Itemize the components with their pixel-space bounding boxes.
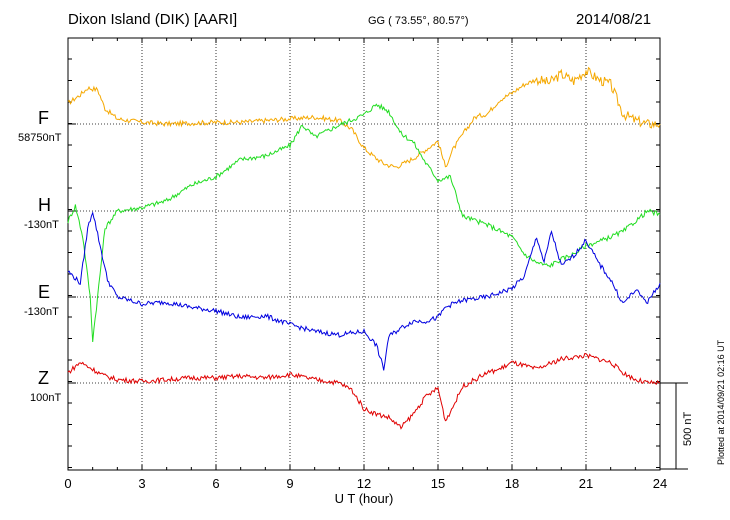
station-title: Dixon Island (DIK) [AARI] (68, 11, 238, 28)
x-tick-label: 0 (64, 476, 72, 491)
channel-label-h: H (38, 195, 51, 215)
channel-baseline-f: 58750nT (18, 132, 62, 144)
x-axis-label: U T (hour) (334, 491, 394, 506)
series-line-h (67, 103, 661, 343)
scale-bar (660, 382, 688, 470)
channel-label-f: F (38, 108, 49, 128)
trace-group (67, 66, 661, 430)
channel-baseline-z: 100nT (30, 392, 62, 404)
plot-date: 2014/08/21 (576, 11, 652, 28)
channel-baseline-e: -130nT (24, 306, 59, 318)
scale-bar-label: 500 nT (682, 411, 694, 446)
channel-baseline-h: -130nT (24, 219, 59, 231)
series-line-f (67, 66, 661, 169)
station-coordinates: GG ( 73.55°, 80.57°) (368, 15, 469, 27)
x-tick-label: 9 (286, 476, 294, 491)
x-tick-label: 15 (430, 476, 446, 491)
grid-lines (67, 38, 661, 470)
series-line-e (67, 211, 661, 371)
plotted-at-note: Plotted at 2014/09/21 02:16 UT (716, 339, 726, 465)
x-tick-label: 18 (504, 476, 520, 491)
x-tick-label: 6 (212, 476, 220, 491)
x-tick-label: 3 (138, 476, 146, 491)
x-tick-label: 21 (578, 476, 594, 491)
x-tick-label: 24 (652, 476, 668, 491)
x-tick-label: 12 (356, 476, 372, 491)
channel-label-z: Z (38, 368, 49, 388)
series-line-z (67, 352, 661, 430)
channel-label-e: E (38, 282, 51, 302)
